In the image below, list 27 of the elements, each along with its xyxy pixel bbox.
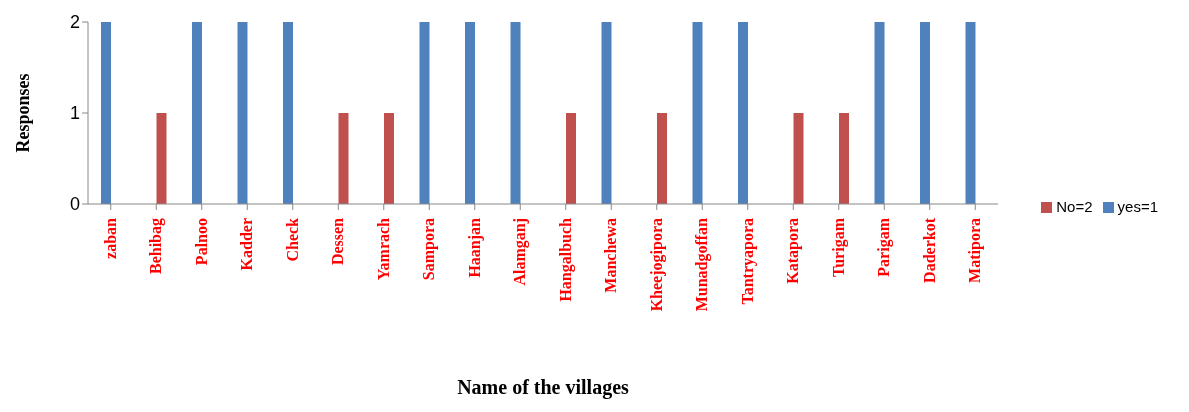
legend-label: No=2 bbox=[1056, 197, 1093, 215]
x-tick-label: Alamganj bbox=[511, 218, 530, 286]
x-tick-label: Behibag bbox=[147, 218, 166, 275]
x-tick-label: Haanjan bbox=[465, 217, 484, 278]
x-tick-label: zaban bbox=[101, 217, 119, 259]
x-tick-label: Dessen bbox=[329, 217, 347, 266]
x-tick-label: Kheejogipora bbox=[647, 218, 666, 312]
legend-label: yes=1 bbox=[1117, 197, 1158, 215]
x-tick-label: Yamrach bbox=[374, 217, 392, 281]
x-tick-label: Palnoo bbox=[192, 218, 210, 266]
x-tick-label: Manchewa bbox=[602, 218, 620, 293]
x-tick-label: Katapora bbox=[784, 218, 803, 284]
x-axis-title: Name of the villages bbox=[457, 376, 630, 399]
x-tick-label: Munadgoffan bbox=[693, 217, 712, 312]
x-tick-label: Check bbox=[283, 217, 301, 262]
x-tick-label: Sampora bbox=[420, 218, 439, 281]
y-axis-title: Responses bbox=[13, 73, 34, 153]
y-tick-label: 1 bbox=[69, 103, 80, 124]
x-tick-label: Hangalbuch bbox=[556, 217, 575, 302]
x-tick-label: Daderkot bbox=[920, 217, 938, 283]
x-tick-label: Turigam bbox=[829, 217, 848, 277]
x-tick-label: Kadder bbox=[238, 218, 256, 271]
x-tick-label: Matipora bbox=[966, 218, 985, 283]
y-tick-label: 2 bbox=[69, 12, 80, 33]
y-tick-label: 0 bbox=[69, 194, 80, 215]
x-tick-label: Parigam bbox=[875, 217, 894, 277]
x-tick-label: Tantryapora bbox=[738, 218, 757, 305]
